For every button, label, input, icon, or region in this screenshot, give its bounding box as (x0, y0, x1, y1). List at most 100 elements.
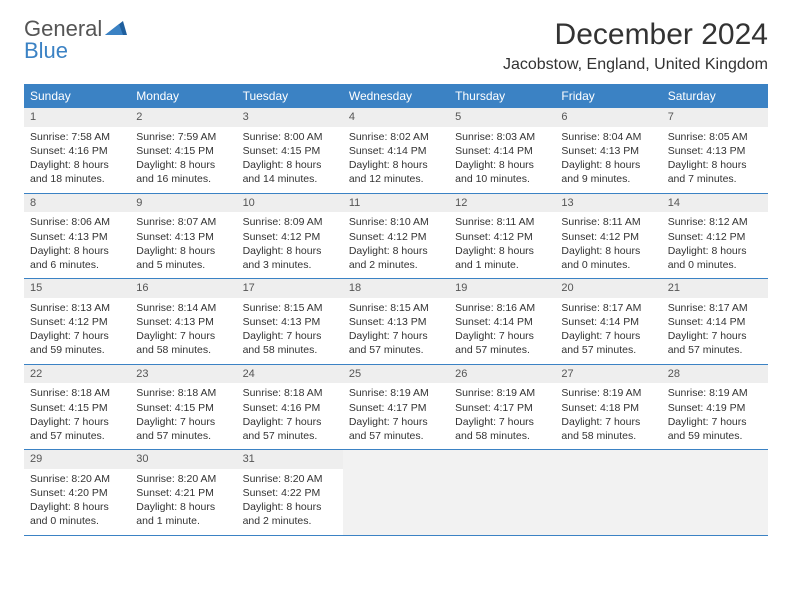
daylight-text: and 57 minutes. (668, 343, 762, 357)
sunrise-text: Sunrise: 8:04 AM (561, 130, 655, 144)
day-cell-5: 5Sunrise: 8:03 AMSunset: 4:14 PMDaylight… (449, 108, 555, 193)
sunrise-text: Sunrise: 8:17 AM (561, 301, 655, 315)
day-cell-11: 11Sunrise: 8:10 AMSunset: 4:12 PMDayligh… (343, 194, 449, 279)
daylight-text: Daylight: 7 hours (349, 415, 443, 429)
month-title: December 2024 (503, 18, 768, 52)
sunset-text: Sunset: 4:13 PM (30, 230, 124, 244)
logo-text-2: Blue (24, 40, 127, 62)
sunset-text: Sunset: 4:14 PM (455, 315, 549, 329)
logo-triangle-icon (105, 19, 127, 39)
sunrise-text: Sunrise: 8:12 AM (668, 215, 762, 229)
sunset-text: Sunset: 4:19 PM (668, 401, 762, 415)
daylight-text: Daylight: 7 hours (455, 415, 549, 429)
sunset-text: Sunset: 4:21 PM (136, 486, 230, 500)
sunrise-text: Sunrise: 8:19 AM (561, 386, 655, 400)
week-row: 1Sunrise: 7:58 AMSunset: 4:16 PMDaylight… (24, 108, 768, 194)
sunset-text: Sunset: 4:12 PM (455, 230, 549, 244)
sunset-text: Sunset: 4:12 PM (243, 230, 337, 244)
daylight-text: and 57 minutes. (30, 429, 124, 443)
sunset-text: Sunset: 4:17 PM (455, 401, 549, 415)
sunset-text: Sunset: 4:18 PM (561, 401, 655, 415)
daylight-text: and 0 minutes. (561, 258, 655, 272)
sunrise-text: Sunrise: 8:14 AM (136, 301, 230, 315)
day-number: 25 (343, 365, 449, 384)
calendar: SundayMondayTuesdayWednesdayThursdayFrid… (24, 84, 768, 536)
daylight-text: Daylight: 8 hours (30, 158, 124, 172)
weekday-wednesday: Wednesday (343, 84, 449, 108)
header: General Blue December 2024 Jacobstow, En… (24, 18, 768, 74)
day-cell-4: 4Sunrise: 8:02 AMSunset: 4:14 PMDaylight… (343, 108, 449, 193)
daylight-text: and 0 minutes. (30, 514, 124, 528)
day-number: 8 (24, 194, 130, 213)
day-number: 21 (662, 279, 768, 298)
day-number: 14 (662, 194, 768, 213)
sunrise-text: Sunrise: 7:58 AM (30, 130, 124, 144)
day-number: 27 (555, 365, 661, 384)
sunrise-text: Sunrise: 8:10 AM (349, 215, 443, 229)
sunrise-text: Sunrise: 8:05 AM (668, 130, 762, 144)
sunrise-text: Sunrise: 8:19 AM (668, 386, 762, 400)
sunset-text: Sunset: 4:13 PM (136, 230, 230, 244)
daylight-text: and 10 minutes. (455, 172, 549, 186)
daylight-text: Daylight: 8 hours (455, 244, 549, 258)
daylight-text: Daylight: 7 hours (561, 415, 655, 429)
sunrise-text: Sunrise: 8:19 AM (455, 386, 549, 400)
daylight-text: and 18 minutes. (30, 172, 124, 186)
sunrise-text: Sunrise: 8:20 AM (243, 472, 337, 486)
sunset-text: Sunset: 4:20 PM (30, 486, 124, 500)
sunrise-text: Sunrise: 8:15 AM (243, 301, 337, 315)
sunrise-text: Sunrise: 8:17 AM (668, 301, 762, 315)
daylight-text: and 1 minute. (455, 258, 549, 272)
day-number: 15 (24, 279, 130, 298)
daylight-text: Daylight: 8 hours (136, 158, 230, 172)
day-number: 10 (237, 194, 343, 213)
day-cell-25: 25Sunrise: 8:19 AMSunset: 4:17 PMDayligh… (343, 365, 449, 450)
day-cell-21: 21Sunrise: 8:17 AMSunset: 4:14 PMDayligh… (662, 279, 768, 364)
daylight-text: Daylight: 7 hours (243, 415, 337, 429)
day-cell-27: 27 Sunrise: 8:19 AMSunset: 4:18 PMDayligh… (555, 365, 661, 450)
daylight-text: and 57 minutes. (136, 429, 230, 443)
day-cell-23: 23Sunrise: 8:18 AMSunset: 4:15 PMDayligh… (130, 365, 236, 450)
day-cell-19: 19Sunrise: 8:16 AMSunset: 4:14 PMDayligh… (449, 279, 555, 364)
day-cell-8: 8 Sunrise: 8:06 AMSunset: 4:13 PMDaylight… (24, 194, 130, 279)
daylight-text: Daylight: 8 hours (30, 500, 124, 514)
daylight-text: Daylight: 7 hours (136, 329, 230, 343)
day-number: 9 (130, 194, 236, 213)
day-cell-20: 20Sunrise: 8:17 AMSunset: 4:14 PMDayligh… (555, 279, 661, 364)
daylight-text: and 59 minutes. (30, 343, 124, 357)
sunrise-text: Sunrise: 8:11 AM (455, 215, 549, 229)
sunrise-text: Sunrise: 8:09 AM (243, 215, 337, 229)
daylight-text: and 57 minutes. (561, 343, 655, 357)
empty-cell (449, 450, 555, 535)
day-cell-31: 31Sunrise: 8:20 AMSunset: 4:22 PMDayligh… (237, 450, 343, 535)
daylight-text: Daylight: 8 hours (349, 158, 443, 172)
sunrise-text: Sunrise: 8:06 AM (30, 215, 124, 229)
day-number: 6 (555, 108, 661, 127)
daylight-text: Daylight: 8 hours (243, 244, 337, 258)
weekday-tuesday: Tuesday (237, 84, 343, 108)
daylight-text: and 57 minutes. (349, 343, 443, 357)
sunset-text: Sunset: 4:16 PM (30, 144, 124, 158)
day-cell-26: 26Sunrise: 8:19 AMSunset: 4:17 PMDayligh… (449, 365, 555, 450)
day-number: 17 (237, 279, 343, 298)
sunrise-text: Sunrise: 8:18 AM (30, 386, 124, 400)
day-number: 23 (130, 365, 236, 384)
day-cell-15: 15Sunrise: 8:13 AMSunset: 4:12 PMDayligh… (24, 279, 130, 364)
sunset-text: Sunset: 4:14 PM (561, 315, 655, 329)
day-cell-10: 10 Sunrise: 8:09 AMSunset: 4:12 PMDayligh… (237, 194, 343, 279)
day-cell-16: 16 Sunrise: 8:14 AMSunset: 4:13 PMDayligh… (130, 279, 236, 364)
sunset-text: Sunset: 4:12 PM (349, 230, 443, 244)
daylight-text: Daylight: 8 hours (243, 500, 337, 514)
day-number: 16 (130, 279, 236, 298)
week-row: 15Sunrise: 8:13 AMSunset: 4:12 PMDayligh… (24, 279, 768, 365)
daylight-text: Daylight: 8 hours (30, 244, 124, 258)
sunset-text: Sunset: 4:15 PM (30, 401, 124, 415)
sunrise-text: Sunrise: 8:07 AM (136, 215, 230, 229)
daylight-text: and 1 minute. (136, 514, 230, 528)
sunset-text: Sunset: 4:13 PM (136, 315, 230, 329)
sunset-text: Sunset: 4:14 PM (668, 315, 762, 329)
sunrise-text: Sunrise: 8:00 AM (243, 130, 337, 144)
week-row: 8Sunrise: 8:06 AMSunset: 4:13 PMDaylight… (24, 194, 768, 280)
sunset-text: Sunset: 4:12 PM (668, 230, 762, 244)
day-cell-12: 12Sunrise: 8:11 AMSunset: 4:12 PMDayligh… (449, 194, 555, 279)
